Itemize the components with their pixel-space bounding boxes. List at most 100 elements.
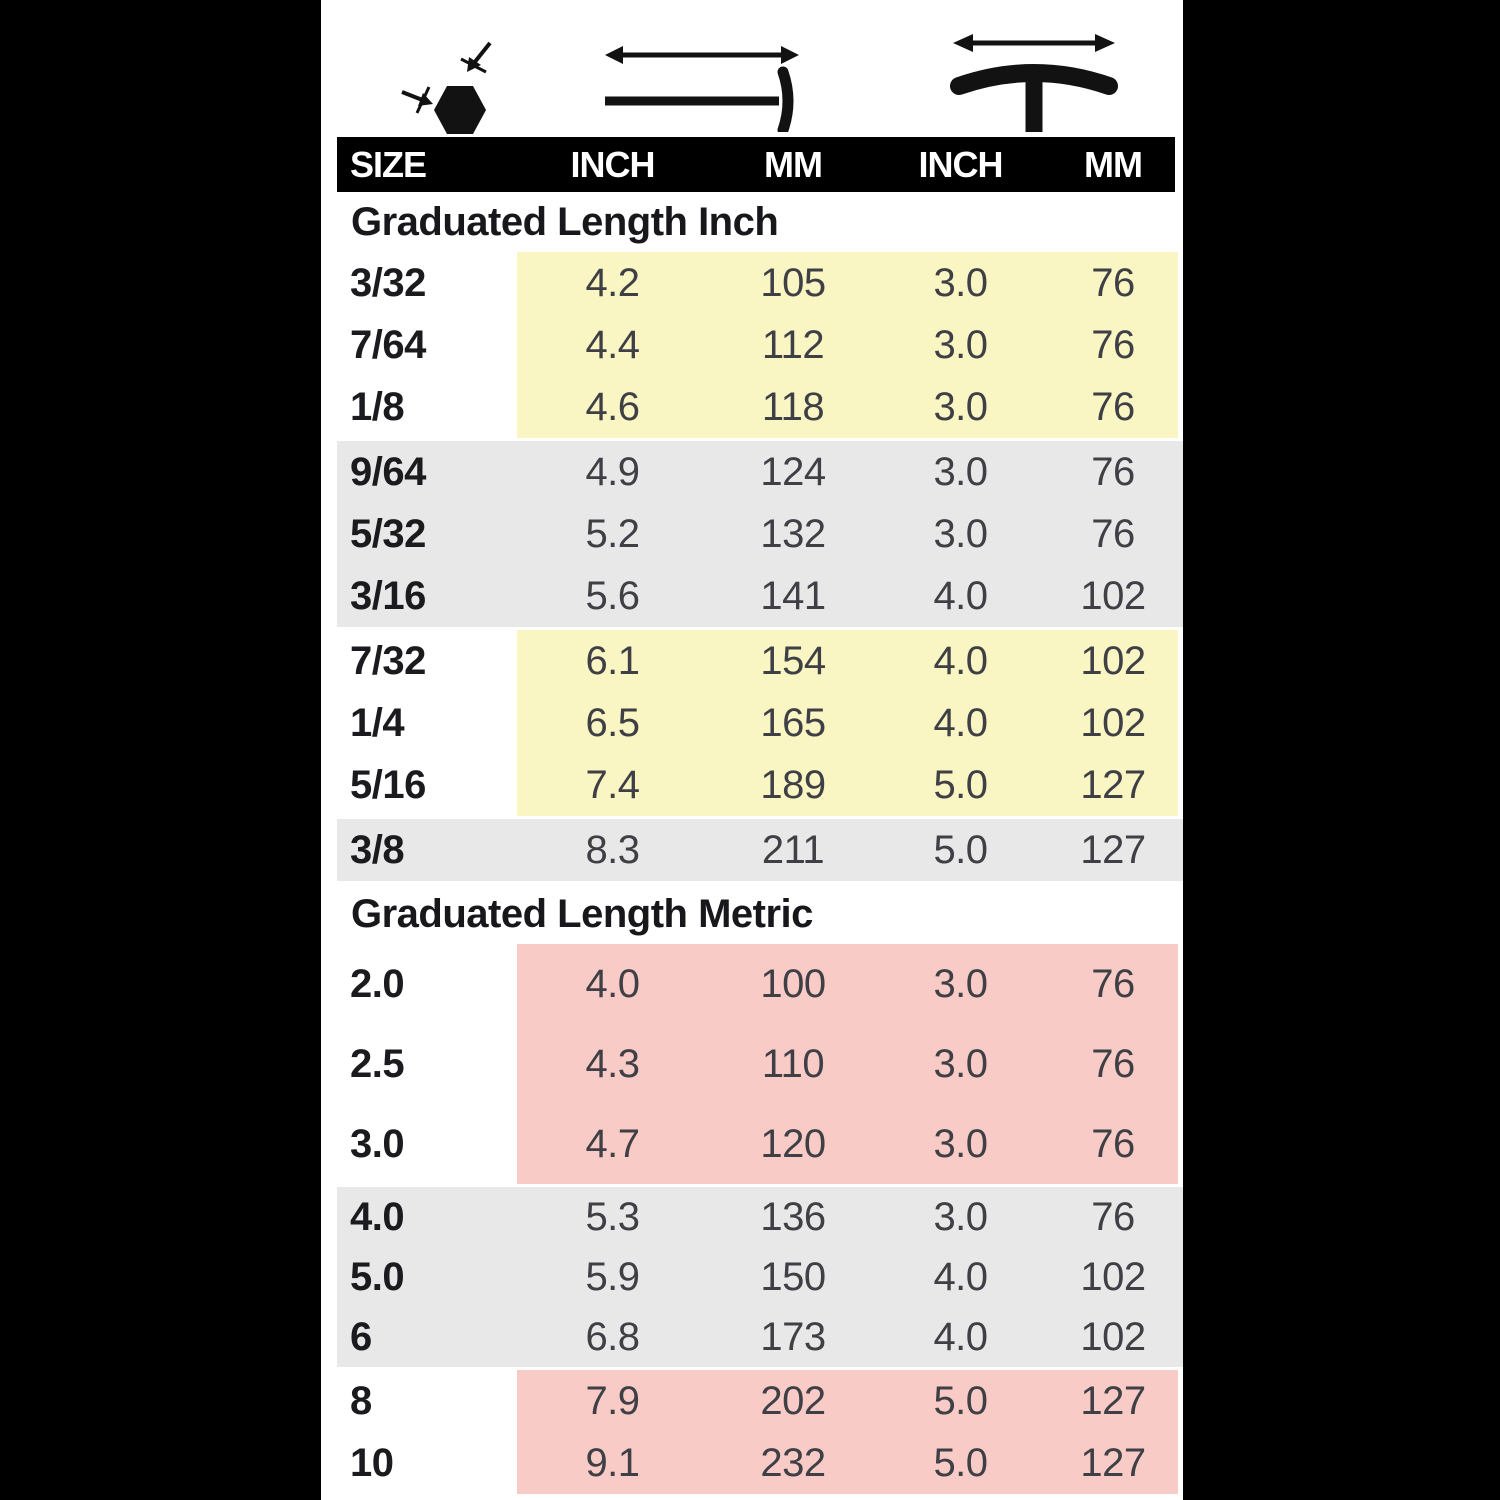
value-cell: 105 [760, 260, 826, 305]
table-row: 3/16 5.6 141 4.0 102 [321, 565, 1183, 627]
value-cell: 4.0 [585, 961, 640, 1006]
table-row: 5/16 7.4 189 5.0 127 [321, 754, 1183, 816]
value-cell: 136 [760, 1194, 826, 1239]
size-cell: 7/32 [350, 638, 426, 683]
value-cell: 132 [760, 511, 826, 556]
size-cell: 8 [350, 1378, 372, 1423]
hex-across-flats-icon [401, 41, 492, 134]
value-cell: 76 [1091, 449, 1135, 494]
value-cell: 120 [760, 1121, 826, 1166]
table-row: 3/32 4.2 105 3.0 76 [321, 252, 1183, 314]
size-cell: 10 [350, 1440, 394, 1485]
value-cell: 3.0 [933, 1041, 988, 1086]
value-cell: 7.4 [585, 762, 640, 807]
value-cell: 127 [1080, 762, 1146, 807]
size-cell: 5/16 [350, 762, 426, 807]
row-group: 9/64 4.9 124 3.0 76 5/32 5.2 132 3.0 76 3/16 5.6 141… [321, 441, 1183, 627]
value-cell: 3.0 [933, 1121, 988, 1166]
table-row: 2.0 4.0 100 3.0 76 [321, 944, 1183, 1024]
value-cell: 4.0 [933, 1314, 988, 1359]
row-group: 3/32 4.2 105 3.0 76 7/64 4.4 112 3.0 76 1/8 4.6 118 3… [321, 252, 1183, 438]
size-cell: 7/64 [350, 322, 426, 367]
value-cell: 6.5 [585, 700, 640, 745]
arm-length-icon [605, 46, 799, 132]
row-group: 4.0 5.3 136 3.0 76 5.0 5.9 150 4.0 102 6 6.8 173 4.0 1… [321, 1187, 1183, 1367]
header-cell-mm-2: MM [764, 143, 823, 185]
value-cell: 4.0 [933, 638, 988, 683]
header-bar-background [337, 137, 1175, 192]
table-row: 4.0 5.3 136 3.0 76 [321, 1187, 1183, 1247]
value-cell: 76 [1091, 1121, 1135, 1166]
value-cell: 102 [1080, 1314, 1146, 1359]
value-cell: 127 [1080, 1440, 1146, 1485]
value-cell: 76 [1091, 511, 1135, 556]
value-cell: 189 [760, 762, 826, 807]
value-cell: 5.6 [585, 573, 640, 618]
header-cell-size-0: SIZE [350, 143, 427, 185]
value-cell: 3.0 [933, 449, 988, 494]
value-cell: 4.0 [933, 1254, 988, 1299]
value-cell: 150 [760, 1254, 826, 1299]
size-cell: 3.0 [350, 1121, 405, 1166]
table-row: 1/4 6.5 165 4.0 102 [321, 692, 1183, 754]
size-cell: 2.5 [350, 1041, 405, 1086]
value-cell: 5.2 [585, 511, 640, 556]
value-cell: 76 [1091, 260, 1135, 305]
header-cell-inch-1: INCH [570, 143, 656, 185]
header-cell-inch-3: INCH [918, 143, 1004, 185]
value-cell: 6.8 [585, 1314, 640, 1359]
table-row: 2.5 4.3 110 3.0 76 [321, 1024, 1183, 1104]
value-cell: 76 [1091, 1041, 1135, 1086]
value-cell: 76 [1091, 961, 1135, 1006]
value-cell: 6.1 [585, 638, 640, 683]
column-icons-row [321, 0, 1183, 137]
value-cell: 4.6 [585, 384, 640, 429]
spec-table-panel: SIZE INCH MM INCH MM Graduated Length Inch 3/… [321, 0, 1183, 1500]
value-cell: 3.0 [933, 511, 988, 556]
header-cell-mm-4: MM [1084, 143, 1143, 185]
size-cell: 9/64 [350, 449, 426, 494]
value-cell: 165 [760, 700, 826, 745]
value-cell: 5.0 [933, 827, 988, 872]
table-row: 6 6.8 173 4.0 102 [321, 1307, 1183, 1367]
value-cell: 124 [760, 449, 826, 494]
value-cell: 202 [760, 1378, 826, 1423]
value-cell: 7.9 [585, 1378, 640, 1423]
table-row: 3/8 8.3 211 5.0 127 [321, 819, 1183, 881]
value-cell: 154 [760, 638, 826, 683]
value-cell: 127 [1080, 1378, 1146, 1423]
size-cell: 3/8 [350, 827, 405, 872]
value-cell: 3.0 [933, 384, 988, 429]
t-handle-length-icon [950, 34, 1118, 132]
value-cell: 102 [1080, 638, 1146, 683]
value-cell: 4.0 [933, 573, 988, 618]
value-cell: 112 [761, 322, 825, 367]
section-title: Graduated Length Metric [351, 891, 813, 936]
table-row: 1/8 4.6 118 3.0 76 [321, 376, 1183, 438]
size-cell: 3/16 [350, 573, 426, 618]
value-cell: 3.0 [933, 322, 988, 367]
value-cell: 141 [760, 573, 826, 618]
value-cell: 232 [760, 1440, 826, 1485]
row-group: 7/32 6.1 154 4.0 102 1/4 6.5 165 4.0 102 5/16 7.4 18… [321, 630, 1183, 816]
value-cell: 4.7 [585, 1121, 640, 1166]
table-header-bar: SIZE INCH MM INCH MM [321, 137, 1183, 192]
value-cell: 5.0 [933, 1440, 988, 1485]
value-cell: 102 [1080, 700, 1146, 745]
sections: Graduated Length Inch 3/32 4.2 105 3.0 76 7/64… [321, 192, 1183, 1494]
table-row: 8 7.9 202 5.0 127 [321, 1370, 1183, 1432]
value-cell: 5.0 [933, 1378, 988, 1423]
table-row: 7/64 4.4 112 3.0 76 [321, 314, 1183, 376]
value-cell: 211 [761, 827, 825, 872]
value-cell: 9.1 [585, 1440, 640, 1485]
section-title: Graduated Length Inch [351, 199, 779, 244]
value-cell: 5.0 [933, 762, 988, 807]
size-cell: 1/4 [350, 700, 405, 745]
size-cell: 6 [350, 1314, 372, 1359]
value-cell: 4.4 [585, 322, 640, 367]
value-cell: 127 [1080, 827, 1146, 872]
table-row: 10 9.1 232 5.0 127 [321, 1432, 1183, 1494]
header-row: SIZE INCH MM INCH MM [321, 137, 1183, 192]
value-cell: 3.0 [933, 260, 988, 305]
value-cell: 76 [1091, 322, 1135, 367]
